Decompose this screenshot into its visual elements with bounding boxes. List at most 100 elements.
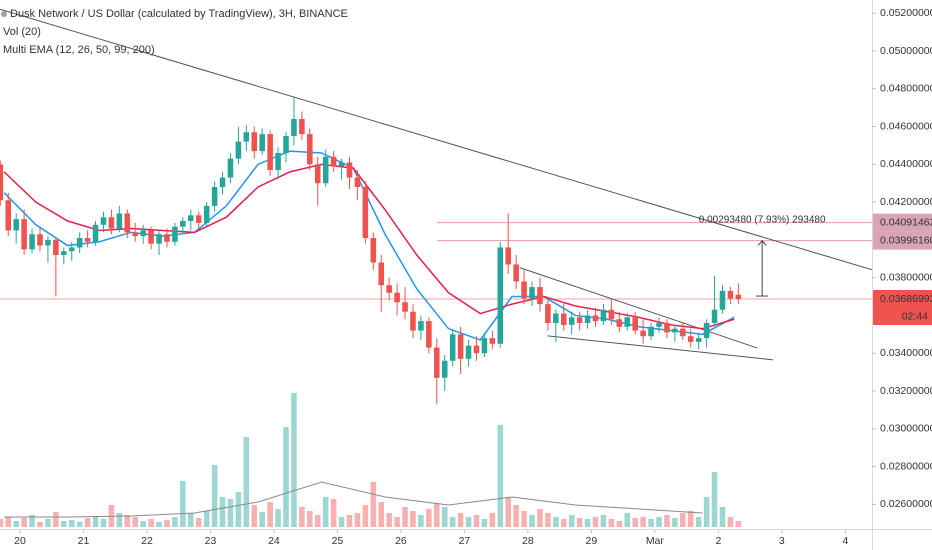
candle-body <box>330 156 337 167</box>
candle-body <box>465 345 472 359</box>
candle-body <box>410 311 416 331</box>
candle-body <box>235 141 242 159</box>
candle-body <box>362 187 369 238</box>
candle-body <box>719 290 726 310</box>
volume-bar <box>505 497 511 527</box>
volume-ma-line <box>4 481 703 518</box>
candle-body <box>116 213 123 229</box>
candle-body <box>132 232 139 237</box>
volume-bar <box>92 517 99 527</box>
candle-body <box>553 313 559 323</box>
candle-body <box>283 136 289 153</box>
candle-body <box>0 164 4 201</box>
volume-bar <box>362 505 369 527</box>
price-badge-label: 0.03996160 <box>880 234 932 246</box>
volume-bar <box>545 513 551 527</box>
volume-bar <box>513 505 519 527</box>
volume-bar <box>5 517 12 527</box>
candle-body <box>703 323 710 339</box>
candle-body <box>338 162 345 167</box>
y-tick-label: 0.04200000 <box>880 196 932 208</box>
volume-bar <box>648 519 654 527</box>
candle-body <box>124 213 131 233</box>
candle-body <box>211 187 218 206</box>
candle-body <box>521 281 527 299</box>
volume-bar <box>132 517 139 527</box>
volume-bar <box>600 515 607 527</box>
candle-body <box>267 134 273 170</box>
y-tick-label: 0.04400000 <box>880 158 932 170</box>
trendline <box>547 335 774 361</box>
measure-arrowhead <box>757 239 767 246</box>
volume-bar <box>537 509 543 527</box>
volume-bar <box>140 521 146 527</box>
volume-bar <box>735 521 742 527</box>
candle-body <box>378 262 385 286</box>
volume-bar <box>394 517 400 527</box>
volume-bar <box>703 497 710 527</box>
candle-body <box>140 230 146 237</box>
candle-body <box>29 234 35 250</box>
candle-body <box>473 345 480 354</box>
volume-bar <box>37 522 43 527</box>
y-tick-label: 0.05000000 <box>880 45 932 57</box>
volume-bar <box>449 517 456 527</box>
plot-area: 0.00293480 (7.93%) 293480 <box>0 8 872 527</box>
candle-body <box>53 239 59 255</box>
y-tick-label: 0.02600000 <box>880 498 932 510</box>
ema-line <box>3 150 735 341</box>
candle-body <box>402 302 408 312</box>
volume-bar <box>553 517 559 527</box>
volume-bar <box>584 519 591 527</box>
candle-body <box>37 234 43 246</box>
candle-body <box>576 317 583 323</box>
volume-bar <box>727 517 734 527</box>
y-tick-label: 0.03400000 <box>880 347 932 359</box>
volume-bar <box>560 519 567 527</box>
candle-body <box>346 162 353 178</box>
candle-body <box>505 247 511 265</box>
y-tick-label: 0.04600000 <box>880 120 932 132</box>
candle-body <box>13 219 19 231</box>
candle-body <box>100 217 107 225</box>
trendline <box>519 267 758 349</box>
candle-body <box>600 309 607 322</box>
candle-body <box>632 317 638 331</box>
x-tick-label: 25 <box>332 535 344 547</box>
last-price-badge <box>873 290 932 309</box>
volume-bar <box>61 521 67 527</box>
candle-body <box>640 330 646 337</box>
volume-bar <box>465 517 472 527</box>
volume-bar <box>529 515 535 527</box>
volume-bar <box>13 521 19 527</box>
volume-bar <box>100 519 107 527</box>
candle-body <box>61 251 67 255</box>
candle-body <box>418 321 424 331</box>
candle-body <box>227 158 234 178</box>
volume-bar <box>283 427 289 527</box>
candle-body <box>275 153 281 170</box>
volume-bar <box>291 393 297 527</box>
volume-bar <box>402 507 408 527</box>
volume-bar <box>497 425 504 527</box>
volume-bar <box>259 512 265 527</box>
volume-bar <box>227 499 234 527</box>
candle-body <box>616 319 623 327</box>
volume-bar <box>346 515 353 527</box>
volume-bar <box>410 511 416 527</box>
candle-body <box>92 224 99 242</box>
candle-body <box>680 328 686 337</box>
volume-bar <box>624 513 631 527</box>
price-badge-label: 0.04091462 <box>880 216 932 228</box>
x-tick-label: Mar <box>646 535 665 547</box>
y-tick-label: 0.03000000 <box>880 423 932 435</box>
volume-bar <box>124 515 131 527</box>
volume-bar <box>354 513 361 527</box>
volume-bar <box>457 513 464 527</box>
volume-bar <box>576 518 583 527</box>
candle-body <box>180 221 186 227</box>
volume-bar <box>640 517 646 527</box>
candle-body <box>664 323 670 333</box>
volume-bar <box>68 520 75 527</box>
